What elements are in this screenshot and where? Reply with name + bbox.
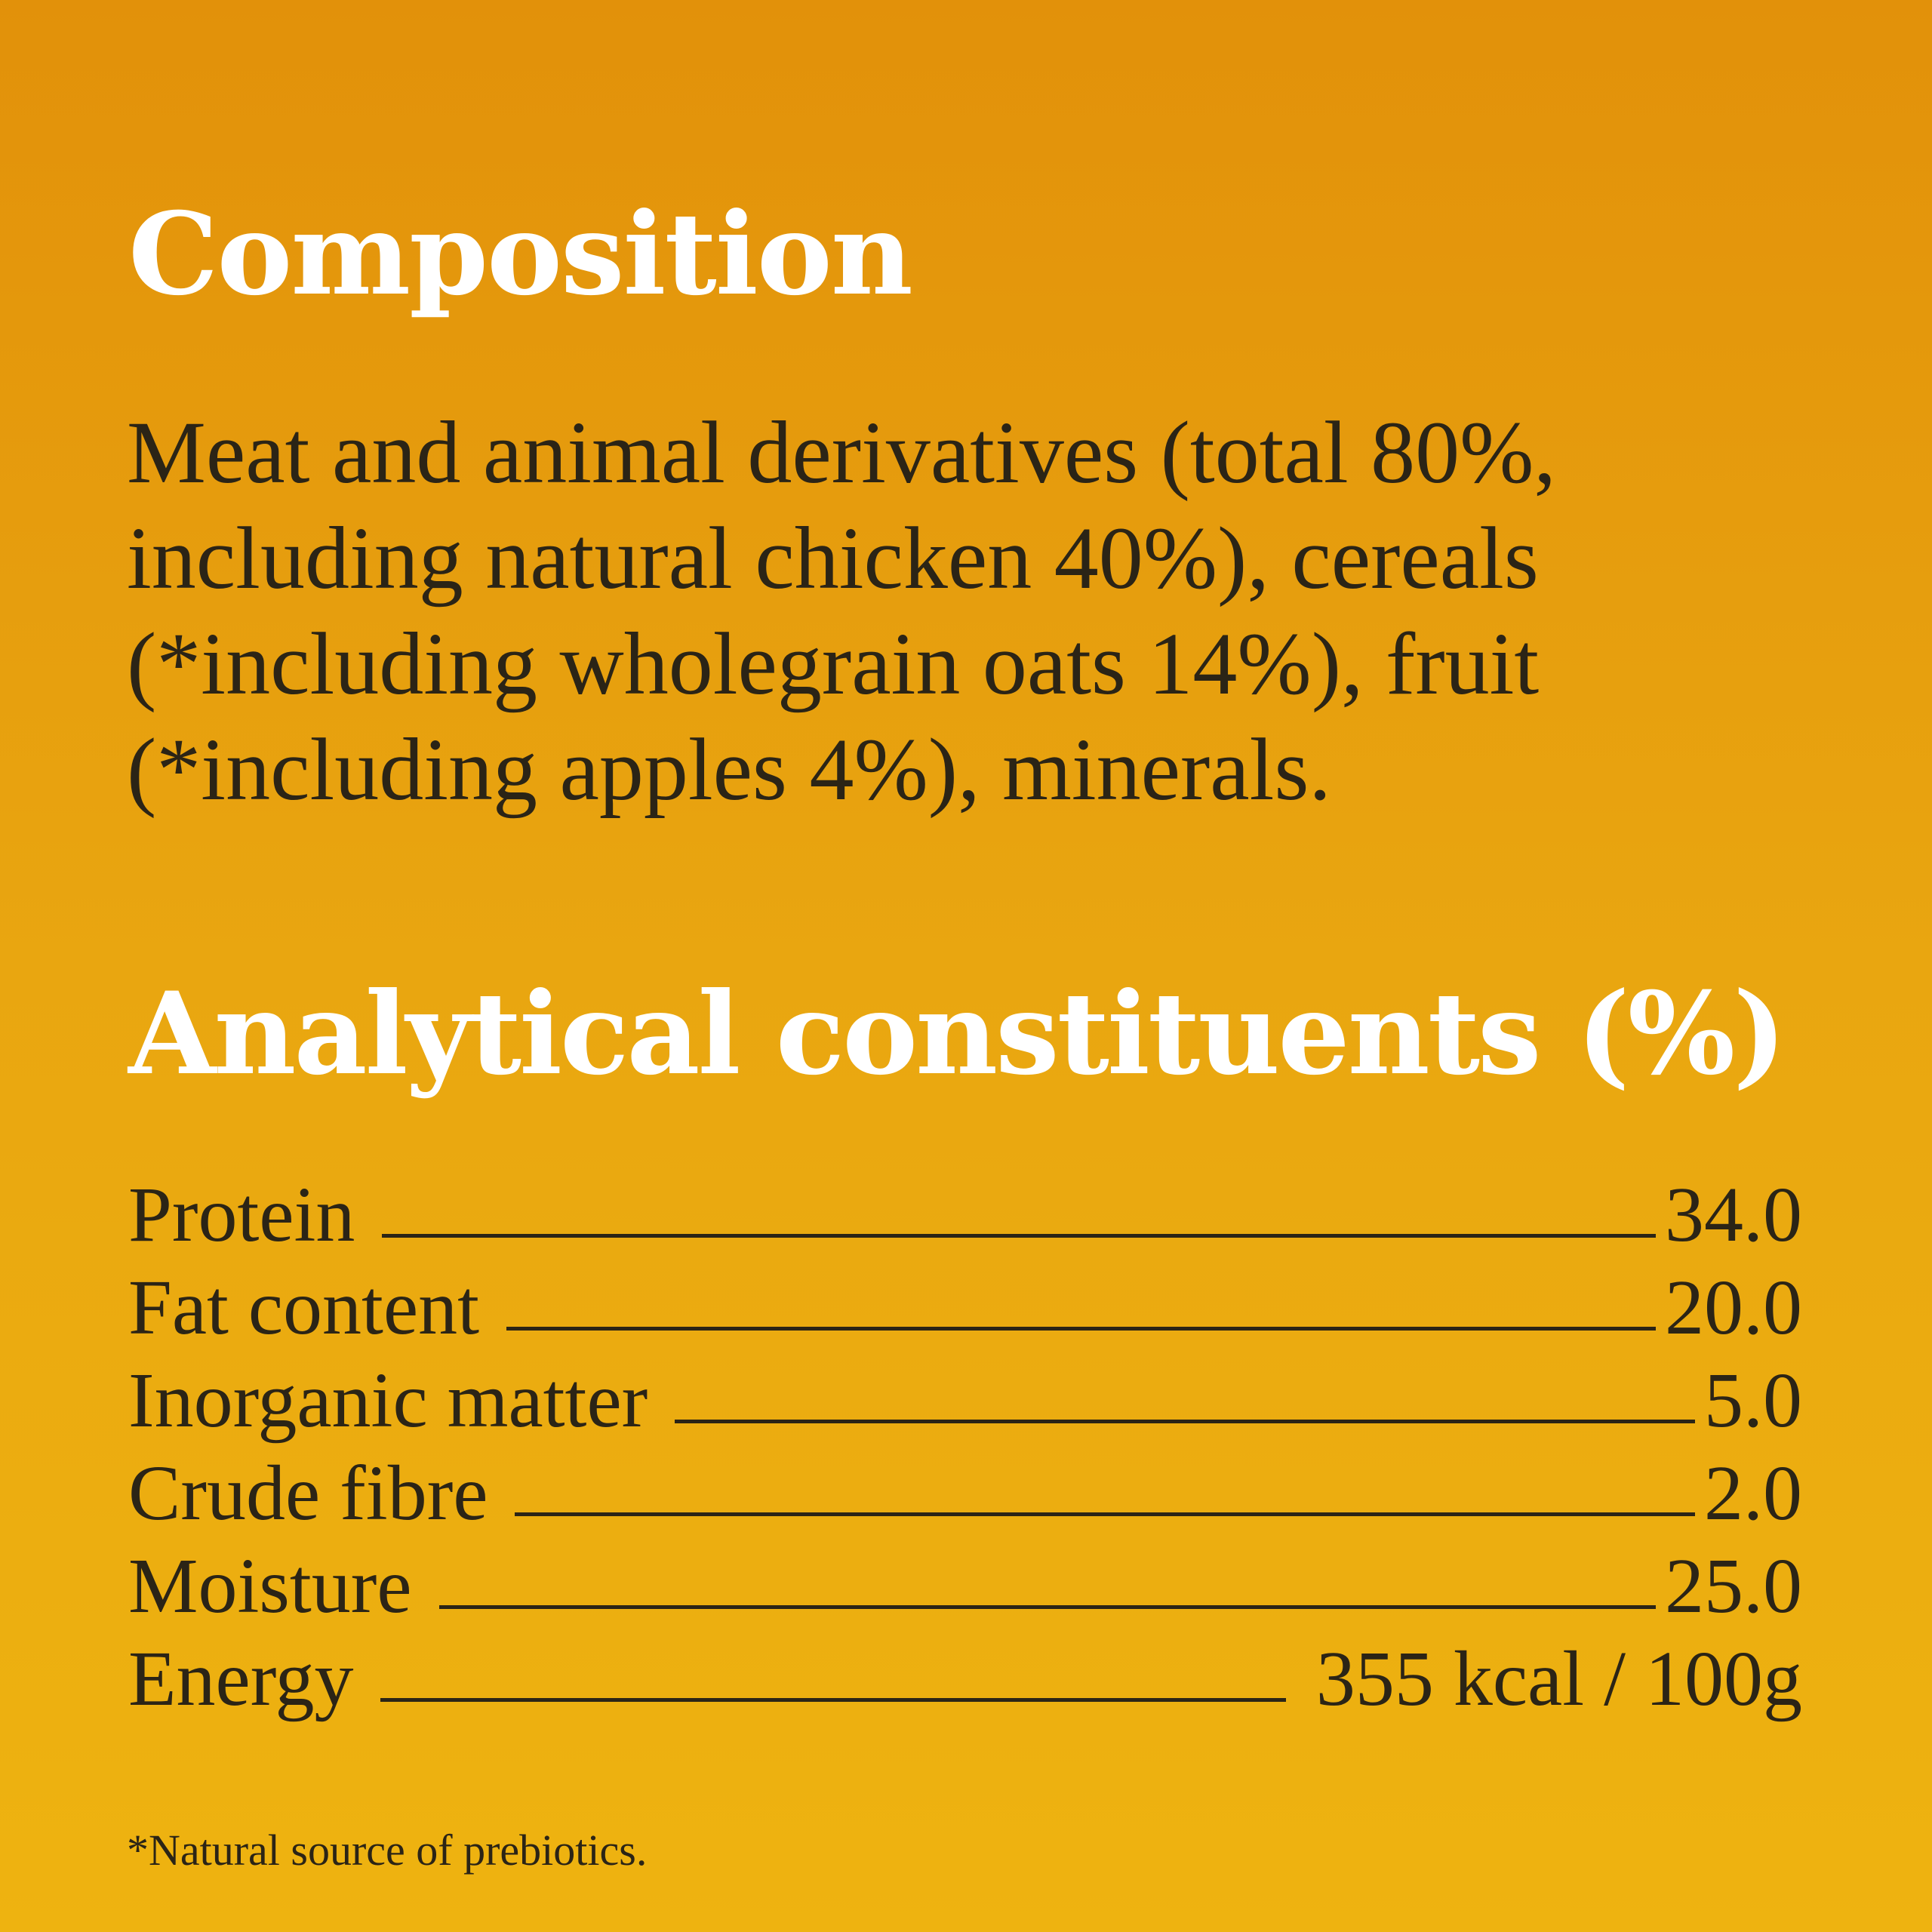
constituent-value: 34.0 — [1665, 1171, 1802, 1258]
leader-line — [675, 1420, 1695, 1423]
constituent-row-fat-content: Fat content 20.0 — [128, 1261, 1802, 1354]
analytical-constituents-heading: Analytical constituents (%) — [128, 968, 1786, 1100]
composition-line: Meat and animal derivatives (total 80%, — [127, 403, 1556, 502]
constituent-row-inorganic-matter: Inorganic matter 5.0 — [128, 1354, 1802, 1447]
leader-line — [438, 1605, 1656, 1609]
constituent-label: Crude fibre — [128, 1450, 488, 1537]
constituent-value: 5.0 — [1704, 1357, 1802, 1444]
leader-line — [382, 1234, 1656, 1238]
analytical-constituents-table: Protein 34.0 Fat content 20.0 Inorganic … — [128, 1168, 1802, 1725]
constituent-label: Protein — [128, 1171, 355, 1258]
constituent-label: Moisture — [128, 1543, 412, 1629]
constituent-value: 2.0 — [1704, 1450, 1802, 1537]
prebiotics-footnote: *Natural source of prebiotics. — [127, 1826, 648, 1875]
constituent-row-crude-fibre: Crude fibre 2.0 — [128, 1447, 1802, 1540]
leader-line — [380, 1698, 1286, 1702]
constituent-row-protein: Protein 34.0 — [128, 1168, 1802, 1261]
composition-heading: Composition — [128, 188, 913, 321]
constituent-value: 25.0 — [1665, 1543, 1802, 1629]
leader-line — [506, 1327, 1656, 1331]
composition-line: (*including apples 4%), minerals. — [127, 720, 1331, 819]
constituent-value: 20.0 — [1665, 1264, 1802, 1351]
constituent-row-energy: Energy 355 kcal / 100g — [128, 1632, 1802, 1725]
constituent-value: 355 kcal / 100g — [1315, 1635, 1802, 1722]
composition-text: Meat and animal derivatives (total 80%, … — [127, 400, 1863, 823]
constituent-label: Fat content — [128, 1264, 480, 1351]
constituent-label: Energy — [128, 1635, 354, 1722]
composition-line: (*including wholegrain oats 14%), fruit — [127, 614, 1540, 713]
composition-line: including natural chicken 40%), cereals — [127, 509, 1539, 608]
constituent-label: Inorganic matter — [128, 1357, 648, 1444]
leader-line — [515, 1512, 1695, 1516]
constituent-row-moisture: Moisture 25.0 — [128, 1540, 1802, 1632]
